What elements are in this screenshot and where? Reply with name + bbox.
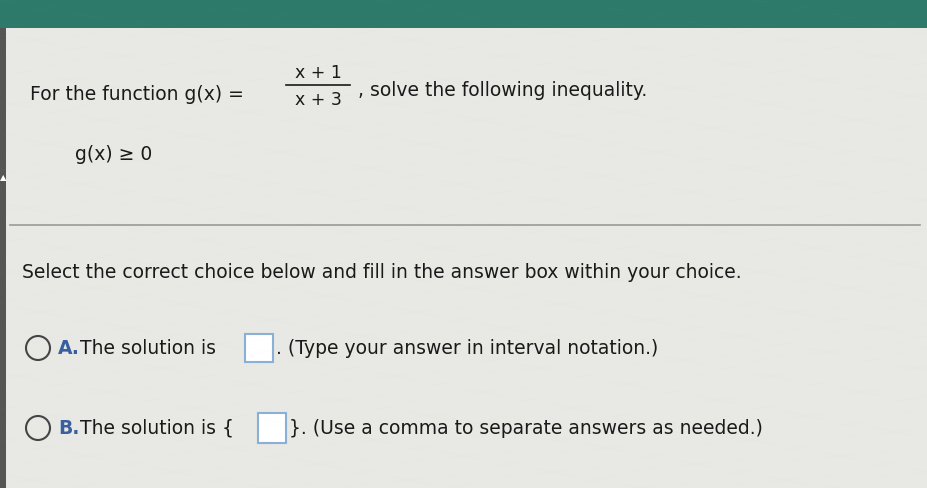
Text: }. (Use a comma to separate answers as needed.): }. (Use a comma to separate answers as n…: [288, 419, 762, 438]
Text: g(x) ≥ 0: g(x) ≥ 0: [75, 145, 152, 164]
Text: Select the correct choice below and fill in the answer box within your choice.: Select the correct choice below and fill…: [22, 263, 741, 282]
Text: , solve the following inequality.: , solve the following inequality.: [358, 81, 646, 100]
Bar: [0, 0, 927, 28]
Bar: [258, 413, 286, 443]
Text: For the function g(x) =: For the function g(x) =: [30, 85, 249, 104]
Text: The solution is {: The solution is {: [80, 419, 234, 438]
Text: x + 1: x + 1: [294, 64, 341, 82]
Text: B.: B.: [57, 419, 80, 438]
Text: x + 3: x + 3: [294, 91, 341, 109]
Bar: [245, 334, 273, 362]
Text: The solution is: The solution is: [80, 339, 216, 358]
Text: . (Type your answer in interval notation.): . (Type your answer in interval notation…: [275, 339, 657, 358]
Text: A.: A.: [57, 339, 80, 358]
Text: ▲: ▲: [0, 174, 6, 183]
Bar: [0, 28, 6, 488]
